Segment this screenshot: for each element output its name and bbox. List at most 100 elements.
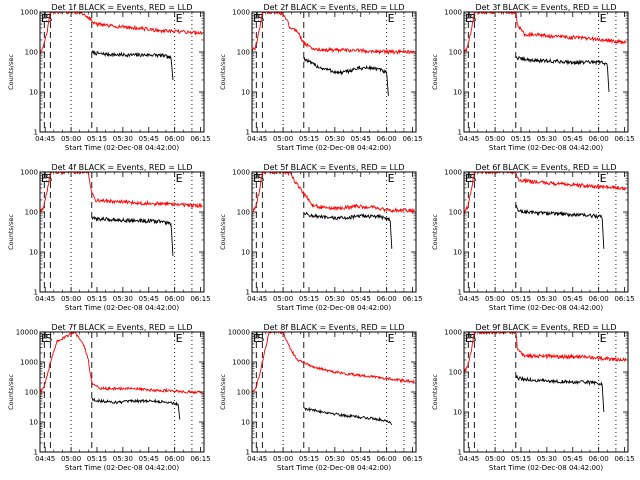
- x-tick-label: 05:00: [485, 455, 505, 463]
- series-line-events: [515, 55, 610, 93]
- y-tick-label: 1: [458, 129, 462, 137]
- chart-title: Det 9f BLACK = Events, RED = LLD: [475, 323, 616, 332]
- chart-title: Det 6f BLACK = Events, RED = LLD: [475, 163, 616, 172]
- chart-title: Det 1f BLACK = Events, RED = LLD: [51, 3, 192, 12]
- x-axis-label: Start Time (02-Dec-08 04:42:00): [489, 144, 603, 152]
- x-tick-label: 06:15: [402, 455, 422, 463]
- marker-label-start-e: E: [253, 332, 260, 345]
- y-tick-label: 100: [25, 389, 38, 397]
- x-tick-label: 05:45: [139, 135, 159, 143]
- marker-label-start-e: E: [41, 12, 48, 25]
- chart-panel-3: Det 3f BLACK = Events, RED = LLD Counts/s…: [431, 3, 635, 152]
- y-tick-label: 1000: [20, 169, 38, 177]
- x-tick-label: 05:15: [87, 455, 107, 463]
- series-line-lld: [252, 12, 415, 56]
- x-tick-label: 05:30: [537, 135, 557, 143]
- x-tick-label: 06:15: [402, 135, 422, 143]
- y-axis-label: Counts/sec: [7, 214, 15, 250]
- x-tick-label: 04:45: [247, 295, 267, 303]
- marker-label: E: [388, 332, 395, 345]
- plot-frame: [39, 171, 205, 293]
- x-tick-label: 06:00: [165, 295, 185, 303]
- y-tick-label: 100: [449, 49, 462, 57]
- y-tick-label: 1: [458, 289, 462, 297]
- y-tick-label: 1: [34, 449, 38, 457]
- plot-frame: [251, 331, 417, 453]
- y-tick-label: 10000: [228, 329, 250, 337]
- plot-area: [40, 332, 203, 420]
- x-tick-label: 04:45: [35, 135, 55, 143]
- chart-title: Det 2f BLACK = Events, RED = LLD: [263, 3, 404, 12]
- y-tick-label: 1: [458, 449, 462, 457]
- y-axis-label: Counts/sec: [431, 54, 439, 90]
- x-tick-label: 05:00: [273, 135, 293, 143]
- x-tick-label: 05:30: [113, 455, 133, 463]
- marker-label: E: [600, 172, 607, 185]
- x-tick-label: 05:15: [299, 135, 319, 143]
- plot-frame: [463, 11, 629, 133]
- x-axis-label: Start Time (02-Dec-08 04:42:00): [277, 304, 391, 312]
- x-tick-label: 06:00: [377, 295, 397, 303]
- series-line-events: [515, 204, 605, 249]
- series-line-events: [91, 215, 174, 256]
- chart-panel-7: Det 7f BLACK = Events, RED = LLD Counts/s…: [7, 323, 211, 472]
- x-tick-label: 05:00: [485, 295, 505, 303]
- x-tick-label: 05:00: [273, 455, 293, 463]
- y-tick-label: 100: [237, 49, 250, 57]
- x-tick-label: 06:15: [614, 455, 634, 463]
- x-tick-label: 04:45: [247, 455, 267, 463]
- marker-label: S: [469, 12, 476, 25]
- marker-label: S: [257, 332, 264, 345]
- y-tick-label: 10: [453, 249, 462, 257]
- x-tick-label: 05:15: [299, 295, 319, 303]
- x-tick-label: 05:30: [325, 135, 345, 143]
- x-tick-label: 05:15: [299, 455, 319, 463]
- plot-area: [464, 12, 627, 93]
- plot-area: [40, 172, 203, 256]
- chart-panel-5: Det 5f BLACK = Events, RED = LLD Counts/s…: [219, 163, 423, 312]
- x-tick-label: 06:00: [377, 135, 397, 143]
- x-tick-label: 05:15: [511, 135, 531, 143]
- chart-title: Det 4f BLACK = Events, RED = LLD: [51, 163, 192, 172]
- marker-label-start-e: E: [465, 172, 472, 185]
- series-line-lld: [252, 172, 415, 215]
- x-tick-label: 05:15: [87, 135, 107, 143]
- marker-label: S: [45, 172, 52, 185]
- x-tick-label: 06:00: [589, 135, 609, 143]
- y-tick-label: 10: [241, 419, 250, 427]
- series-line-events: [91, 397, 181, 420]
- x-tick-label: 06:00: [589, 455, 609, 463]
- marker-label-start-e: E: [41, 332, 48, 345]
- marker-label: E: [388, 12, 395, 25]
- x-tick-label: 05:45: [139, 295, 159, 303]
- series-line-lld: [40, 12, 203, 54]
- x-tick-label: 05:00: [61, 455, 81, 463]
- marker-label-start-e: E: [465, 332, 472, 345]
- plot-frame: [39, 331, 205, 453]
- marker-label: E: [176, 12, 183, 25]
- x-tick-label: 06:00: [589, 295, 609, 303]
- series-line-lld: [40, 332, 203, 395]
- x-tick-label: 06:00: [165, 135, 185, 143]
- marker-label: S: [257, 172, 264, 185]
- plot-area: [40, 12, 203, 81]
- y-tick-label: 10: [29, 89, 38, 97]
- y-axis-label: Counts/sec: [219, 374, 227, 410]
- y-tick-label: 1000: [232, 169, 250, 177]
- x-tick-label: 04:45: [459, 295, 479, 303]
- y-axis-label: Counts/sec: [7, 54, 15, 90]
- x-tick-label: 05:45: [563, 295, 583, 303]
- x-axis-label: Start Time (02-Dec-08 04:42:00): [489, 464, 603, 472]
- marker-label: E: [176, 172, 183, 185]
- plot-frame: [463, 171, 629, 293]
- plot-frame: [251, 11, 417, 133]
- x-axis-label: Start Time (02-Dec-08 04:42:00): [489, 304, 603, 312]
- chart-panel-8: Det 8f BLACK = Events, RED = LLD Counts/s…: [219, 323, 423, 472]
- x-axis-label: Start Time (02-Dec-08 04:42:00): [277, 464, 391, 472]
- y-tick-label: 1000: [232, 359, 250, 367]
- marker-label: E: [600, 12, 607, 25]
- marker-label-start-e: E: [253, 12, 260, 25]
- x-tick-label: 06:15: [190, 295, 210, 303]
- x-tick-label: 05:15: [511, 455, 531, 463]
- plot-area: [464, 172, 627, 249]
